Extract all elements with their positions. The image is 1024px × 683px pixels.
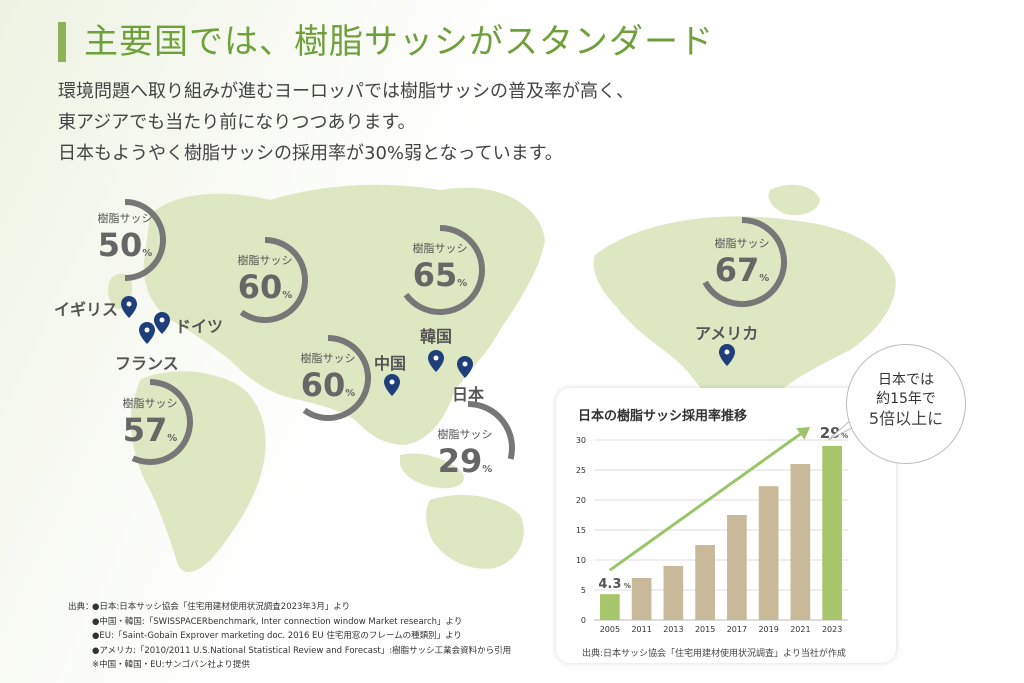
y-tick-label: 5 <box>581 586 586 595</box>
chart-source: 出典:日本サッシ協会「住宅用建材使用状況調査」より当社が作成 <box>582 649 846 659</box>
ring-label-uk: 樹脂サッシ 50% <box>97 212 153 264</box>
bubble-line: 日本では <box>878 372 934 388</box>
pin-usa <box>719 344 735 366</box>
bar-chart: 0 5 10 15 20 25 30 2005 2011 2013 2015 2017 2019 2021… <box>576 424 848 634</box>
bar <box>663 566 684 620</box>
x-tick-label: 2017 <box>727 625 747 634</box>
ring-label-germany: 樹脂サッシ 60% <box>237 254 293 306</box>
ring-label-japan: 樹脂サッシ 29% <box>437 428 493 480</box>
data-label-last: 29 <box>820 424 841 442</box>
trend-arrowhead <box>796 427 811 440</box>
source-line: ●アメリカ:「2010/2011 U.S.National Statistica… <box>92 645 512 656</box>
bar <box>631 578 652 620</box>
intro-line: 東アジアでも当たり前になりつつあります。 <box>58 112 416 133</box>
greenland-landmass <box>768 184 820 216</box>
bar <box>822 446 842 620</box>
x-tick-label: 2021 <box>790 625 810 634</box>
bar <box>727 515 747 620</box>
country-france: フランス <box>115 354 179 373</box>
country-korea: 韓国 <box>420 327 453 346</box>
source-line: ●中国・韓国:「SWISSPACERbenchmark, Inter conne… <box>92 616 463 627</box>
country-uk: イギリス <box>54 300 119 319</box>
pin-holes <box>126 301 730 385</box>
source-line: ●日本:日本サッシ協会「住宅用建材使用状況調査2023年3月」より <box>92 602 351 612</box>
pin-korea <box>428 350 444 372</box>
ring-usa <box>702 217 787 307</box>
x-tick-label: 2013 <box>663 625 683 634</box>
continents <box>107 184 896 573</box>
ring-japan <box>467 401 515 460</box>
y-tick-label: 20 <box>576 496 586 505</box>
ring-group <box>124 199 787 465</box>
pin-japan <box>457 356 473 378</box>
intro-line: 日本もようやく樹脂サッシの採用率が30%弱となっています。 <box>58 143 563 164</box>
bubble-line: 約15年で <box>876 391 936 407</box>
x-tick-label: 2005 <box>600 625 620 634</box>
country-germany: ドイツ <box>175 317 224 336</box>
ring-label-china: 樹脂サッシ 60% <box>300 352 356 404</box>
southeast-asia-landmass <box>400 453 464 489</box>
ring-uk <box>124 199 166 281</box>
pin-france <box>139 322 155 344</box>
title-accent-bar <box>58 22 66 62</box>
intro-line: 環境問題へ取り組みが進むヨーロッパでは樹脂サッシの普及率が高く、 <box>58 81 634 102</box>
chart-title: 日本の樹脂サッシ採用率推移 <box>578 409 748 424</box>
x-tick-label: 2011 <box>631 625 651 634</box>
pin-germany <box>154 312 170 334</box>
ring-label-usa: 樹脂サッシ 67% <box>714 237 770 289</box>
ring-france <box>131 379 193 465</box>
country-japan: 日本 <box>452 385 485 404</box>
australia-landmass <box>426 495 524 569</box>
data-label-unit: % <box>624 582 631 590</box>
country-usa: アメリカ <box>695 324 759 343</box>
bubble-highlight: 5倍以上に <box>868 409 944 428</box>
pins <box>121 296 735 396</box>
country-china: 中国 <box>374 354 407 373</box>
y-tick-label: 15 <box>576 526 586 535</box>
north-america-landmass <box>593 216 896 415</box>
x-tick-label: 2015 <box>695 625 715 634</box>
ring-label-france: 樹脂サッシ 57% <box>122 397 178 449</box>
africa-landmass <box>130 371 266 573</box>
intro-text: 環境問題へ取り組みが進むヨーロッパでは樹脂サッシの普及率が高く、 東アジアでも当… <box>58 76 634 169</box>
x-tick-label: 2019 <box>758 625 778 634</box>
eurasia-landmass <box>143 184 545 445</box>
ring-germany <box>239 237 308 323</box>
x-tick-label: 2023 <box>822 625 842 634</box>
trend-arrow <box>609 432 802 572</box>
source-line: ※中国・韓国・EU:サンゴバン社より提供 <box>92 660 250 670</box>
sources-head: 出典： <box>68 602 94 612</box>
pin-uk <box>121 296 137 318</box>
y-tick-label: 25 <box>576 466 586 475</box>
sources-block: 出典： ●日本:日本サッシ協会「住宅用建材使用状況調査2023年3月」より ●中… <box>68 600 512 673</box>
bar <box>758 486 779 620</box>
ring-label-korea: 樹脂サッシ 65% <box>412 242 468 294</box>
ring-korea <box>403 225 485 315</box>
y-tick-label: 0 <box>581 616 586 625</box>
bar <box>600 594 620 620</box>
data-label-first: 4.3 <box>598 577 621 592</box>
source-line: ●EU:「Saint-Gobain Exprover marketing doc… <box>92 631 462 641</box>
data-label-unit: % <box>841 432 848 440</box>
callout-bubble: 日本では 約15年で 5倍以上に <box>846 344 966 464</box>
y-tick-label: 10 <box>576 556 586 565</box>
y-tick-label: 30 <box>576 436 586 445</box>
bar <box>790 464 811 620</box>
ring-china <box>302 335 371 421</box>
page-title: 主要国では、樹脂サッシがスタンダード <box>84 22 714 62</box>
pin-china <box>384 374 400 396</box>
bar <box>695 545 715 620</box>
